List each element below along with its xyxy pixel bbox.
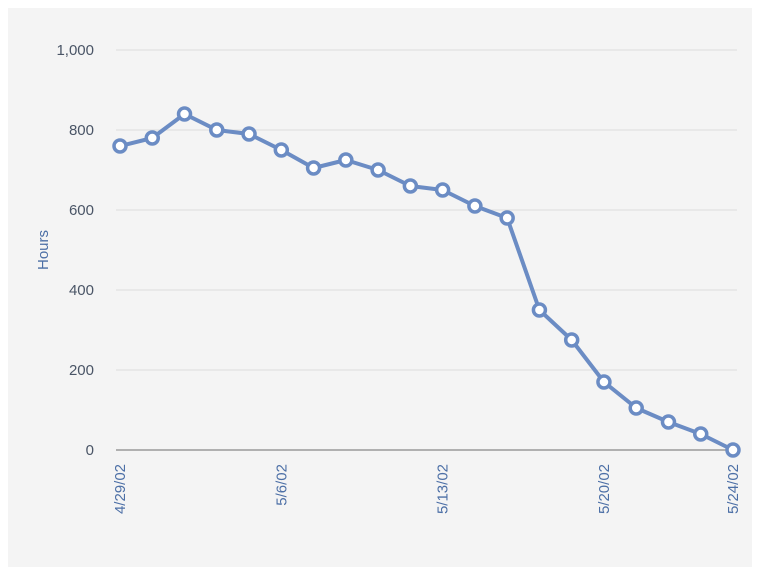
- x-tick-label: 5/20/02: [596, 464, 613, 514]
- x-tick-label: 5/6/02: [273, 464, 290, 506]
- data-point: [660, 414, 677, 430]
- y-tick-label: 0: [86, 442, 94, 459]
- y-tick-label: 1,000: [56, 42, 94, 59]
- data-point: [176, 106, 193, 122]
- data-point: [596, 374, 612, 390]
- data-point: [338, 152, 354, 168]
- x-axis-ticks: 4/29/02 5/6/02 5/13/02 5/20/02 5/24/02: [112, 464, 742, 514]
- burndown-chart: 0 200 400 600 800 1,000 4/29/02 5/6/02 5/13/02 5…: [35, 42, 742, 514]
- x-tick-label: 4/29/02: [112, 464, 129, 514]
- data-point: [725, 442, 741, 458]
- gridlines: [116, 49, 737, 371]
- y-tick-label: 800: [69, 122, 94, 139]
- data-point: [370, 162, 386, 178]
- data-point: [305, 160, 322, 176]
- data-point: [628, 400, 644, 416]
- data-point: [144, 130, 161, 146]
- data-point: [467, 198, 483, 214]
- data-point: [241, 126, 257, 142]
- y-tick-label: 200: [69, 362, 94, 379]
- data-point: [402, 178, 419, 194]
- data-point: [531, 302, 548, 318]
- data-point: [563, 332, 580, 348]
- y-tick-label: 600: [69, 202, 94, 219]
- chart-card: 0 200 400 600 800 1,000 4/29/02 5/6/02 5/13/02 5…: [8, 8, 752, 567]
- data-point: [209, 122, 225, 138]
- series-hours: [112, 106, 741, 458]
- data-point: [112, 138, 128, 154]
- data-point: [499, 210, 515, 226]
- data-point: [692, 426, 709, 442]
- x-tick-label: 5/24/02: [725, 464, 742, 514]
- y-tick-label: 400: [69, 282, 94, 299]
- y-axis-label: Hours: [35, 230, 52, 270]
- data-point: [273, 142, 290, 158]
- data-point: [434, 182, 451, 198]
- series-line: [119, 112, 734, 452]
- x-tick-label: 5/13/02: [435, 464, 452, 514]
- y-axis-ticks: 0 200 400 600 800 1,000: [56, 42, 94, 459]
